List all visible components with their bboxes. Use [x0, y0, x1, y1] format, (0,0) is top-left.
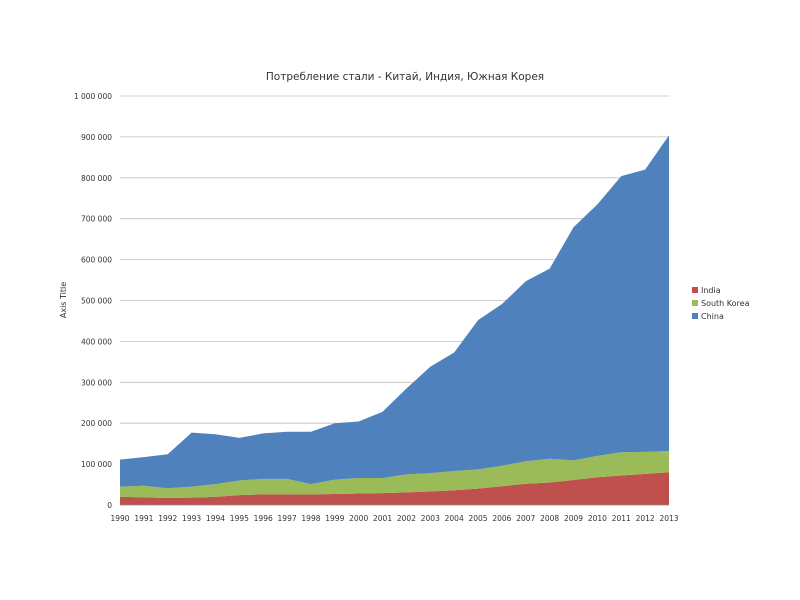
x-tick-label: 2013 — [659, 514, 678, 523]
y-tick-label: 600 000 — [81, 256, 112, 265]
y-tick-label: 400 000 — [81, 337, 112, 346]
x-tick-label: 2001 — [373, 514, 392, 523]
legend-swatch — [692, 287, 698, 293]
x-axis-ticks: 1990 1991 1992 1993 1994 1995 1996 1997 1998 1999… — [110, 514, 678, 523]
legend-swatch — [692, 313, 698, 319]
x-tick-label: 1997 — [278, 514, 297, 523]
legend-label: China — [701, 312, 724, 321]
x-tick-label: 2003 — [421, 514, 440, 523]
x-tick-label: 2012 — [636, 514, 655, 523]
x-tick-label: 1995 — [230, 514, 249, 523]
x-tick-label: 2002 — [397, 514, 416, 523]
y-tick-label: 500 000 — [81, 297, 112, 306]
legend-swatch — [692, 300, 698, 306]
x-tick-label: 1993 — [182, 514, 201, 523]
x-tick-label: 2005 — [468, 514, 487, 523]
y-axis-title: Axis Title — [59, 282, 68, 318]
x-tick-label: 2000 — [349, 514, 368, 523]
legend: India South Korea China — [692, 286, 750, 321]
area-series-south-korea — [120, 451, 669, 499]
x-tick-label: 1996 — [254, 514, 273, 523]
y-tick-label: 800 000 — [81, 174, 112, 183]
y-tick-label: 100 000 — [81, 460, 112, 469]
x-tick-label: 2009 — [564, 514, 583, 523]
x-tick-label: 2011 — [612, 514, 631, 523]
chart-title: Потребление стали - Китай, Индия, Южная … — [266, 71, 544, 83]
gridlines — [120, 95, 669, 465]
y-tick-label: 200 000 — [81, 419, 112, 428]
x-tick-label: 2006 — [492, 514, 511, 523]
y-tick-label: 1 000 000 — [74, 92, 112, 101]
x-tick-label: 2010 — [588, 514, 607, 523]
x-tick-label: 1992 — [158, 514, 177, 523]
x-tick-label: 1990 — [110, 514, 129, 523]
x-tick-label: 2004 — [445, 514, 464, 523]
legend-label: South Korea — [701, 299, 750, 308]
x-tick-label: 1998 — [301, 514, 320, 523]
x-tick-label: 2008 — [540, 514, 559, 523]
y-tick-label: 900 000 — [81, 133, 112, 142]
x-tick-label: 1999 — [325, 514, 344, 523]
x-tick-label: 1994 — [206, 514, 225, 523]
y-axis-ticks: 0 100 000 200 000 300 000 400 000 500 000 600 … — [74, 92, 112, 510]
area-series-india — [120, 472, 669, 505]
plot-areas — [120, 135, 669, 505]
y-tick-label: 0 — [107, 501, 112, 510]
area-series-china — [120, 135, 669, 489]
legend-label: India — [701, 286, 721, 295]
y-tick-label: 300 000 — [81, 378, 112, 387]
y-tick-label: 700 000 — [81, 215, 112, 224]
x-tick-label: 1991 — [134, 514, 153, 523]
x-tick-label: 2007 — [516, 514, 535, 523]
